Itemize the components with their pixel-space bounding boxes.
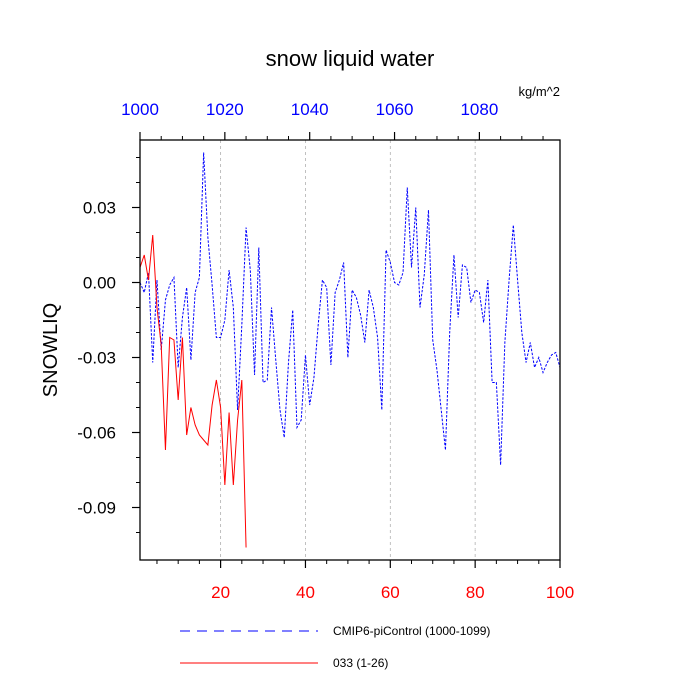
x-tick-label: 40 — [296, 583, 315, 602]
series-line-1 — [139, 152, 561, 466]
plot-frame — [139, 139, 561, 561]
chart-title: snow liquid water — [266, 46, 435, 71]
legend-label-2: 033 (1-26) — [333, 656, 388, 670]
units-label: kg/m^2 — [518, 84, 560, 99]
legend: CMIP6-piControl (1000-1099) 033 (1-26) — [180, 624, 490, 670]
x-tick-label: 20 — [211, 583, 230, 602]
y-tick-label: -0.03 — [77, 349, 116, 368]
x-tick-label: 60 — [381, 583, 400, 602]
legend-label-1: CMIP6-piControl (1000-1099) — [333, 624, 490, 638]
x-tick-label: 80 — [466, 583, 485, 602]
x-top-tick-label: 1040 — [291, 100, 329, 119]
x-tick-label: 100 — [546, 583, 574, 602]
y-tick-label: 0.03 — [83, 199, 116, 218]
x-top-tick-label: 1080 — [460, 100, 498, 119]
series-line-2 — [139, 234, 247, 548]
axes: 20 40 60 80 100 1000 1020 1040 1060 1080 0.03 0.00 -… — [77, 100, 574, 602]
x-top-tick-label: 1020 — [206, 100, 244, 119]
y-tick-label: 0.00 — [83, 274, 116, 293]
x-top-tick-label: 1060 — [376, 100, 414, 119]
y-tick-label: -0.06 — [77, 424, 116, 443]
y-tick-label: -0.09 — [77, 499, 116, 518]
x-top-tick-label: 1000 — [121, 100, 159, 119]
y-axis-label: SNOWLIQ — [40, 303, 62, 397]
series-lines — [139, 152, 561, 548]
grid-lines — [220, 140, 476, 560]
